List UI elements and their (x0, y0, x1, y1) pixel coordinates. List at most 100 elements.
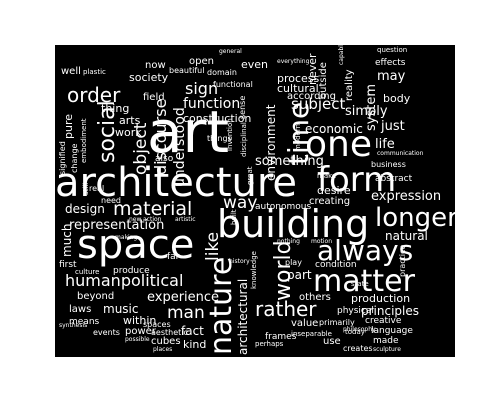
word-today: today (345, 328, 365, 336)
word-creating: creating (309, 196, 351, 207)
word-construction: construction (183, 112, 252, 125)
word-things: things (207, 134, 232, 143)
word-humanpolitical: humanpolitical (65, 271, 184, 290)
word-real: real (89, 184, 105, 193)
word-design: design (65, 202, 105, 216)
word-beautiful: beautiful (169, 66, 205, 75)
word-cultural: cultural (277, 82, 319, 95)
word-play: play (285, 258, 302, 267)
word-beyond: beyond (77, 291, 115, 302)
word-perhaps: perhaps (255, 340, 284, 348)
word-desire: desire (317, 184, 351, 197)
word-much: much (60, 223, 74, 258)
word-form: form (317, 160, 397, 200)
word-like: like (203, 231, 223, 261)
word-environment: environment (264, 104, 278, 181)
word-change: change (70, 143, 79, 173)
word-frames: frames (265, 332, 297, 342)
word-creative: creative (365, 316, 402, 326)
word-invention: invention (226, 118, 234, 151)
word-way: way (223, 193, 258, 213)
word-motion: motion (311, 238, 333, 245)
word-expression: expression (371, 189, 442, 204)
word-one: one (305, 124, 372, 165)
word-rather: rather (255, 297, 317, 321)
word-world: world (271, 240, 296, 301)
word-action: action (143, 216, 162, 223)
word-need: need (101, 196, 121, 205)
word-work: work (115, 126, 142, 139)
word-value: value (291, 318, 319, 329)
word-condition: condition (315, 260, 357, 270)
word-still: still (82, 182, 90, 195)
word-space: space (77, 222, 195, 268)
word-architecture: architecture (55, 160, 298, 206)
word-signified: signified (58, 141, 67, 175)
word-question: question (377, 46, 408, 54)
word-language: language (371, 326, 413, 336)
word-within: within (123, 314, 157, 327)
word-laws: laws (69, 304, 92, 315)
word-even: even (241, 58, 269, 71)
word-simply: simply (345, 104, 388, 119)
word-part: part (287, 268, 312, 282)
word-something: something (255, 154, 324, 169)
word-communication: communication (377, 150, 424, 157)
word-building: building (217, 202, 370, 246)
word-natural: natural (385, 229, 428, 243)
word-effects: effects (375, 58, 406, 68)
word-places: places (153, 346, 173, 353)
word-cubes: cubes (151, 336, 181, 347)
word-primarily: primarily (319, 318, 355, 327)
word-body: body (383, 92, 411, 105)
word-material: material (113, 198, 193, 220)
word-autonomous: autonomous (255, 202, 312, 212)
word-power: power (125, 326, 156, 337)
word-artistic: artistic (175, 216, 196, 223)
word-practice: practice (398, 244, 407, 277)
word-pure: pure (62, 113, 75, 139)
word-fact: fact (181, 324, 204, 338)
word-society: society (129, 71, 169, 84)
word-produce: produce (113, 266, 150, 276)
word-business: business (371, 160, 406, 169)
word-built: built (230, 209, 238, 225)
word-embodiment: embodiment (80, 118, 88, 163)
word-discourse: discourse (151, 98, 170, 175)
word-may: may (377, 69, 406, 84)
word-open: open (189, 56, 214, 67)
word-music: music (103, 302, 139, 316)
word-others: others (299, 292, 331, 303)
word-kind: kind (183, 338, 207, 351)
word-disciplinal: disciplinal (240, 122, 248, 157)
word-social: social (95, 100, 120, 163)
word-arts: arts (119, 114, 141, 127)
word-make: make (317, 172, 337, 180)
word-well: well (61, 66, 81, 77)
word-general: general (219, 48, 242, 55)
word-sign: sign (185, 79, 219, 98)
word-history: history (229, 258, 250, 265)
word-just: just (381, 119, 405, 134)
word-physical: physical (337, 306, 374, 316)
word-synthesis: synthesis (59, 322, 88, 329)
word-production: production (351, 292, 411, 305)
word-culture: culture (75, 268, 100, 276)
word-now: now (145, 60, 166, 71)
word-order: order (67, 83, 121, 107)
word-field: field (143, 92, 165, 103)
word-architectural: architectural (236, 278, 250, 355)
word-made: made (373, 336, 399, 346)
word-sense: sense (238, 95, 247, 119)
word-making: making (115, 234, 138, 241)
word-representation: representation (69, 218, 165, 233)
word-new: new (129, 216, 142, 223)
word-knowledge: knowledge (250, 251, 258, 289)
word-use: use (323, 336, 341, 347)
word-understood: understood (172, 107, 188, 187)
word-spaces: spaces (143, 320, 171, 329)
word-nature: nature (204, 256, 239, 355)
word-possible: possible (125, 336, 150, 343)
word-domain: domain (207, 68, 237, 77)
